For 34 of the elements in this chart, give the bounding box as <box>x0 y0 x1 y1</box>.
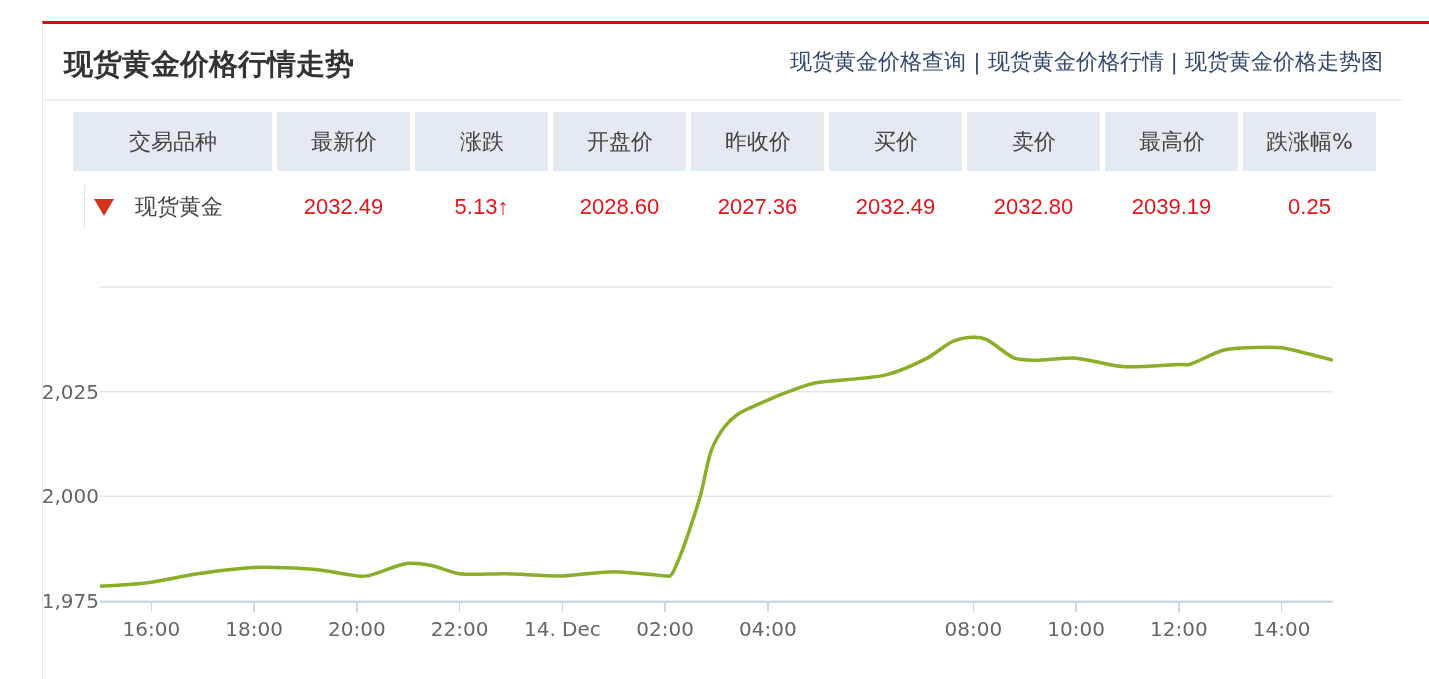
x-tick-label: 04:00 <box>739 616 797 641</box>
category-label: 最高价 <box>1105 112 1238 171</box>
data-label: 5.13↑ <box>454 194 509 220</box>
data-label: 2032.80 <box>993 194 1074 220</box>
x-tick-label: 16:00 <box>122 616 181 641</box>
x-tick-label: 18:00 <box>225 616 283 641</box>
category-label: 昨收价 <box>691 112 824 171</box>
y-tick-label: 2,025 <box>41 379 99 404</box>
x-tick-label: 20:00 <box>328 616 386 641</box>
data-label: 2032.49 <box>855 194 936 220</box>
y-tick-label: 2,000 <box>41 484 99 509</box>
category-label: 开盘价 <box>553 112 686 171</box>
category-label: 卖价 <box>967 112 1100 171</box>
category-label: 交易品种 <box>73 112 272 171</box>
data-label: 2028.60 <box>579 194 660 220</box>
data-label: 2032.49 <box>303 194 384 220</box>
category-label: 涨跌 <box>415 112 548 171</box>
x-tick-label: 12:00 <box>1150 616 1208 641</box>
x-tick-label: 14:00 <box>1252 616 1311 641</box>
data-label: 0.25 <box>1288 194 1331 220</box>
category-label: 跌涨幅% <box>1243 112 1376 171</box>
x-tick-label: 10:00 <box>1047 616 1105 641</box>
category-label: 买价 <box>829 112 962 171</box>
x-tick-label: 14. Dec <box>523 616 601 641</box>
data-label: 2039.19 <box>1131 194 1212 220</box>
x-tick-label: 22:00 <box>430 616 489 641</box>
x-tick-label: 08:00 <box>944 616 1003 641</box>
data-label: 2027.36 <box>717 194 798 220</box>
text: 现货黄金价格行情走势 <box>64 46 354 83</box>
x-tick-label: 02:00 <box>636 616 694 641</box>
text: 现货黄金价格查询 | 现货黄金价格行情 | 现货黄金价格走势图 <box>790 48 1383 77</box>
data-label: 现货黄金 <box>135 193 223 221</box>
y-tick-label: 1,975 <box>41 589 99 613</box>
category-label: 最新价 <box>277 112 410 171</box>
